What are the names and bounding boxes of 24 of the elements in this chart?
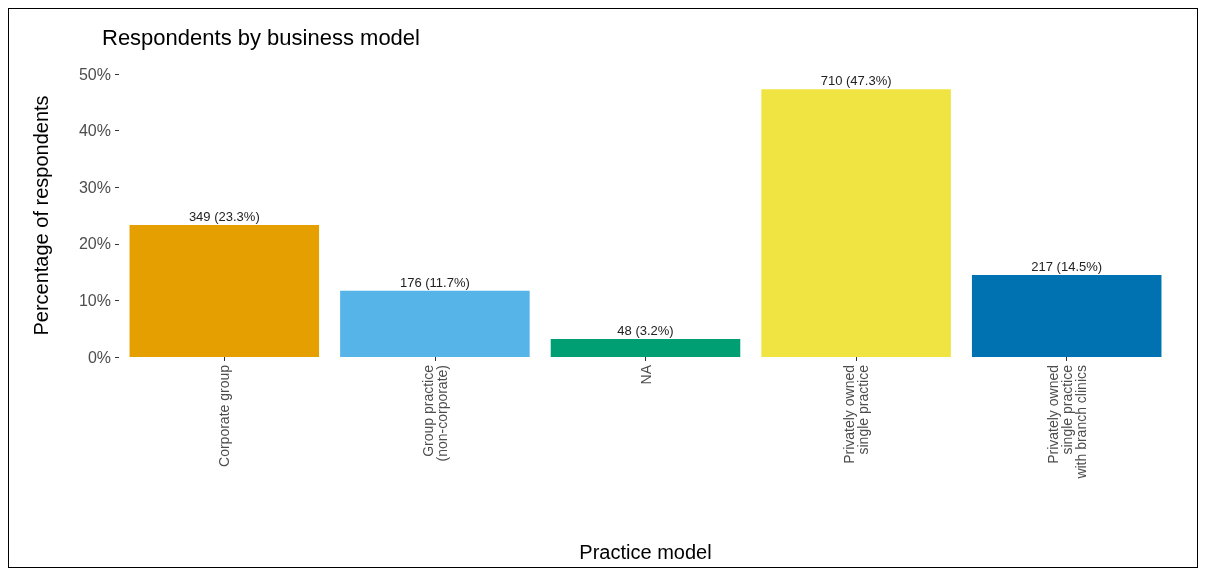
bar — [971, 274, 1162, 357]
bar — [340, 290, 530, 357]
y-tick-label: 20% — [78, 235, 111, 253]
data-label: 217 (14.5%) — [1031, 258, 1103, 274]
y-tick-label: 40% — [78, 122, 111, 140]
y-axis-title: Percentage of respondents — [30, 95, 52, 336]
x-tick-label: Privately owned single practice with branch clinics — [1044, 364, 1089, 480]
y-tick-label: 50% — [78, 65, 111, 83]
data-label: 349 (23.3%) — [188, 209, 260, 225]
bar — [550, 338, 741, 357]
y-tick-label: 30% — [78, 178, 111, 196]
data-label: 48 (3.2%) — [617, 322, 674, 338]
x-tick-label: NA — [637, 364, 654, 385]
chart-title: Respondents by business model — [102, 24, 420, 50]
y-tick-label: 0% — [87, 348, 111, 366]
bar — [761, 89, 951, 357]
data-label: 176 (11.7%) — [399, 274, 470, 290]
bar — [129, 225, 320, 357]
x-tick-label: Privately owned single practice — [841, 364, 872, 464]
x-tick-label: Corporate group — [216, 364, 233, 467]
y-tick-label: 10% — [78, 291, 111, 309]
x-tick-label: Group practice (non-corporate) — [419, 364, 450, 462]
x-axis-title: Practice model — [579, 541, 712, 563]
data-label: 710 (47.3%) — [820, 73, 892, 89]
